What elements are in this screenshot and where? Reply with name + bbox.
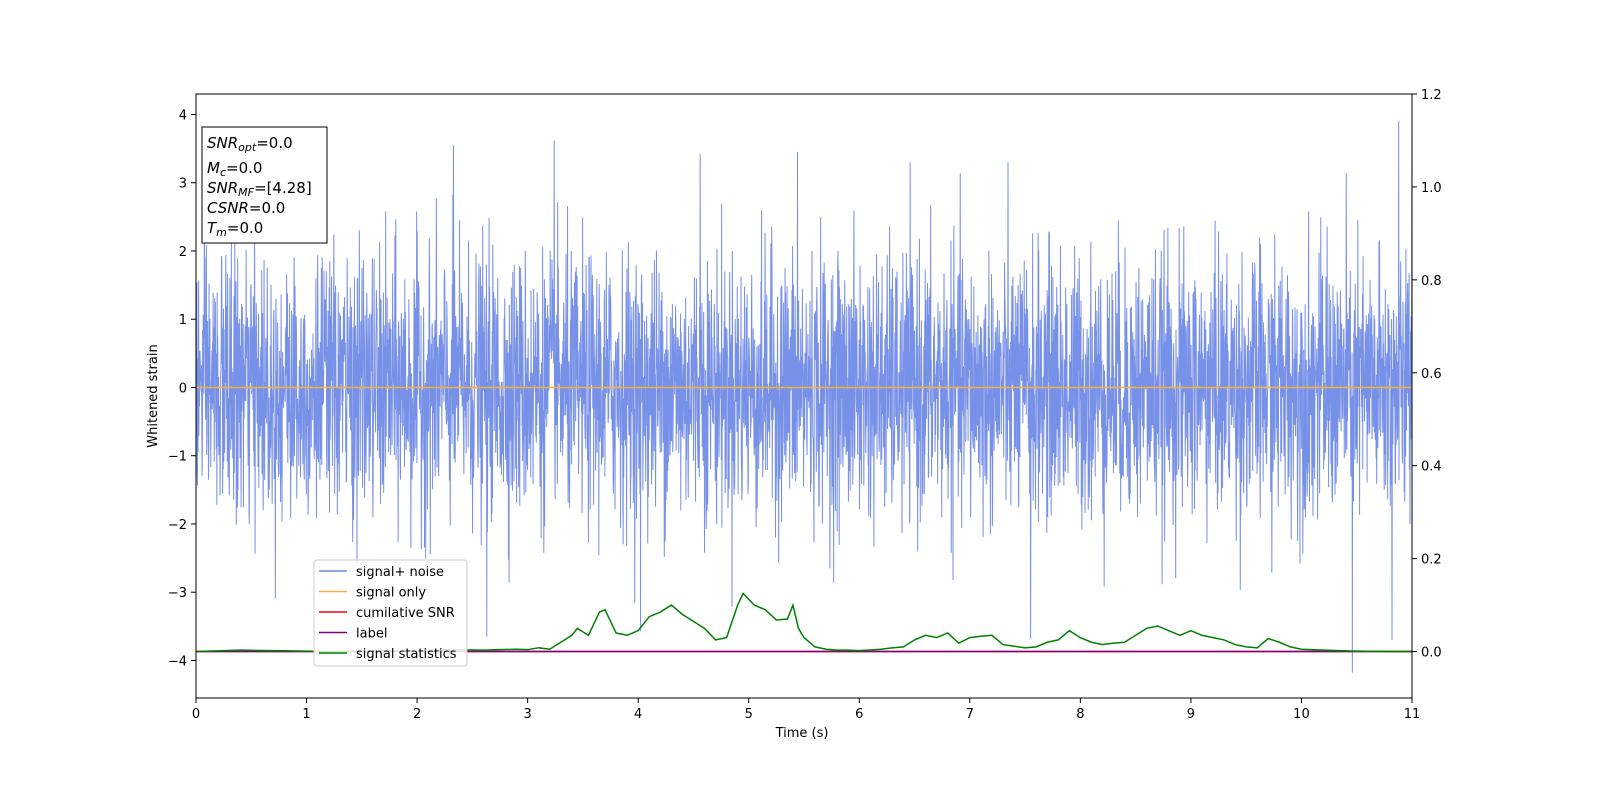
legend-entry-label: signal only bbox=[356, 586, 426, 601]
stats-line: Mc=0.0 bbox=[207, 159, 262, 179]
y-tick-label: −4 bbox=[168, 654, 187, 669]
y-tick-label: 0 bbox=[179, 381, 187, 396]
signal-noise-series bbox=[196, 121, 1412, 673]
stats-line: SNRMF=[4.28] bbox=[207, 179, 312, 199]
y2-tick-label: 0.6 bbox=[1421, 367, 1442, 382]
x-tick-label: 1 bbox=[302, 707, 310, 722]
y2-tick-label: 0.4 bbox=[1421, 460, 1442, 475]
y-axis-label: Whitened strain bbox=[146, 344, 161, 447]
legend-entry-label: label bbox=[356, 627, 387, 642]
legend-entry-label: signal statistics bbox=[356, 647, 457, 662]
stats-box-frame bbox=[201, 126, 328, 244]
y-tick-label: 1 bbox=[179, 313, 187, 328]
y-axis-right: 1.2 1.0 0.8 0.6 0.4 0.2 0.0 bbox=[1412, 88, 1442, 661]
y-tick-label: 2 bbox=[179, 245, 187, 260]
y2-tick-label: 0.0 bbox=[1421, 646, 1442, 661]
x-tick-label: 6 bbox=[855, 707, 863, 722]
y-tick-label: −1 bbox=[168, 450, 187, 465]
y-tick-label: −2 bbox=[168, 518, 187, 533]
x-tick-label: 7 bbox=[966, 707, 974, 722]
x-axis-label: Time (s) bbox=[775, 726, 829, 741]
x-tick-label: 8 bbox=[1076, 707, 1084, 722]
plot-frame bbox=[195, 93, 1413, 699]
legend-entry-label: signal+ noise bbox=[356, 565, 444, 580]
y-tick-label: 4 bbox=[179, 108, 187, 123]
y2-tick-label: 1.0 bbox=[1421, 181, 1442, 196]
signal-noise-line bbox=[196, 121, 1412, 673]
y2-tick-label: 0.8 bbox=[1421, 274, 1442, 289]
x-tick-label: 3 bbox=[523, 707, 531, 722]
x-tick-label: 9 bbox=[1187, 707, 1195, 722]
stats-line: CSNR=0.0 bbox=[207, 199, 285, 217]
y2-tick-label: 1.2 bbox=[1421, 88, 1442, 103]
y-tick-label: 3 bbox=[179, 177, 187, 192]
y-tick-label: −3 bbox=[168, 586, 187, 601]
y2-tick-label: 0.2 bbox=[1421, 553, 1442, 568]
y-axis-left: 4 3 2 1 0 −1 −2 −3 −4 bbox=[168, 108, 196, 669]
x-tick-label: 2 bbox=[413, 707, 421, 722]
x-tick-label: 5 bbox=[745, 707, 753, 722]
stats-line: SNRopt=0.0 bbox=[207, 134, 293, 154]
stats-line: Tm=0.0 bbox=[207, 219, 263, 239]
signal-statistics-line bbox=[196, 592, 1412, 653]
legend: signal+ noise signal only cumilative SNR la… bbox=[313, 559, 468, 667]
legend-frame bbox=[313, 559, 468, 667]
x-tick-label: 0 bbox=[192, 707, 200, 722]
x-axis: 0 1 2 3 4 5 6 7 8 9 10 11 bbox=[192, 698, 1420, 722]
x-tick-label: 10 bbox=[1293, 707, 1310, 722]
x-tick-label: 11 bbox=[1404, 707, 1421, 722]
x-tick-label: 4 bbox=[634, 707, 642, 722]
legend-entry-label: cumilative SNR bbox=[356, 606, 455, 621]
